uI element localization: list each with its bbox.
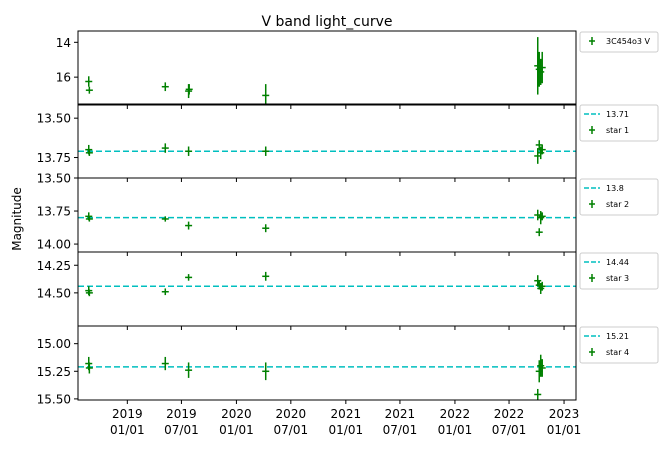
chart-title: V band light_curve — [262, 14, 393, 30]
panel-frame — [77, 251, 577, 327]
y-tick-label: 14 — [56, 36, 71, 50]
x-axis: 2019 01/01 2019 07/01 2020 01/01 2020 07/01 2021… — [110, 407, 581, 437]
data-point — [161, 288, 169, 296]
y-tick-label: 14.25 — [37, 259, 71, 273]
data-point — [537, 211, 545, 225]
y-tick-label: 14.00 — [37, 238, 71, 252]
panel-frame — [77, 30, 577, 106]
legend-label: 13.8 — [606, 184, 624, 193]
data-point — [538, 144, 546, 155]
legend-label: star 3 — [606, 274, 629, 283]
x-tick-label: 2021 07/01 — [383, 407, 418, 437]
data-point — [534, 388, 542, 400]
panel-2: 13.50 13.75 13.71 star 1 — [37, 103, 659, 182]
legend-label: 15.21 — [606, 332, 629, 341]
legend-box — [579, 31, 659, 53]
data-point — [538, 281, 546, 291]
panel-2-data — [78, 140, 576, 164]
y-tick-label: 15.00 — [37, 337, 71, 351]
data-point — [537, 282, 545, 294]
x-tick-label: 2019 07/01 — [164, 407, 199, 437]
data-point — [185, 146, 193, 156]
legend-label: 13.71 — [606, 110, 629, 119]
legend-label: 14.44 — [606, 258, 629, 267]
panel-1-data — [85, 37, 546, 105]
x-tick-label: 2019 01/01 — [110, 407, 145, 437]
y-tick-label: 15.50 — [37, 392, 71, 406]
x-tick-label: 2021 01/01 — [329, 407, 364, 437]
panel-4-data — [78, 271, 576, 297]
y-tick-label: 13.50 — [37, 112, 71, 126]
data-point — [185, 274, 193, 281]
data-point — [537, 146, 545, 160]
data-point — [185, 362, 193, 378]
panel-5: 15.00 15.25 15.50 15.21 star 4 — [37, 325, 659, 406]
data-point — [85, 289, 93, 297]
data-point — [161, 216, 169, 222]
data-point — [85, 216, 93, 222]
y-tick-label: 13.50 — [37, 172, 71, 186]
y-tick-label: 14.50 — [37, 286, 71, 300]
legend-label: star 2 — [606, 200, 629, 209]
x-tick-label: 2022 07/01 — [492, 407, 527, 437]
data-point — [85, 149, 93, 156]
panel-3-data — [78, 209, 576, 237]
legend: 13.8 star 2 — [579, 178, 659, 216]
y-tick-label: 13.75 — [37, 205, 71, 219]
y-tick-label: 15.25 — [37, 365, 71, 379]
y-tick-label: 16 — [56, 71, 71, 85]
panel-frame — [77, 177, 577, 253]
x-tick-label: 2020 07/01 — [274, 407, 309, 437]
legend: 15.21 star 4 — [579, 326, 659, 364]
data-point — [185, 84, 193, 95]
data-point — [537, 354, 545, 377]
panel-4: 14.25 14.50 14.44 star 3 — [37, 251, 659, 330]
data-point — [262, 146, 270, 156]
legend-label: 3C454o3 V — [606, 37, 650, 46]
data-point — [161, 82, 169, 92]
x-tick-label: 2023 01/01 — [547, 407, 582, 437]
x-tick-label: 2020 01/01 — [219, 407, 254, 437]
legend: 14.44 star 3 — [579, 252, 659, 290]
legend: 13.71 star 1 — [579, 104, 659, 142]
y-tick-label: 13.75 — [37, 151, 71, 165]
panel-frame — [77, 103, 577, 179]
data-point — [538, 212, 546, 221]
data-point — [537, 58, 545, 85]
data-point — [161, 356, 169, 371]
legend-label: star 1 — [606, 126, 629, 135]
data-point — [161, 143, 169, 153]
data-point — [262, 362, 270, 381]
data-point — [185, 221, 193, 230]
panel-3: 13.50 13.75 14.00 13.8 star 2 — [37, 172, 659, 256]
data-point — [538, 359, 546, 377]
panel-1: 14 16 3C454o3 V — [56, 30, 659, 109]
legend: 3C454o3 V — [579, 31, 659, 53]
x-tick-label: 2022 01/01 — [438, 407, 473, 437]
panel-frame — [77, 325, 577, 401]
data-point — [262, 84, 270, 105]
y-axis-label: Magnitude — [10, 187, 24, 251]
data-point — [85, 76, 93, 87]
data-point — [535, 228, 543, 237]
panel-5-data — [78, 354, 576, 400]
legend-label: star 4 — [606, 348, 629, 357]
data-point — [538, 51, 546, 84]
data-point — [262, 271, 270, 281]
data-point — [85, 362, 93, 374]
data-point — [262, 224, 270, 233]
data-point — [85, 86, 93, 94]
